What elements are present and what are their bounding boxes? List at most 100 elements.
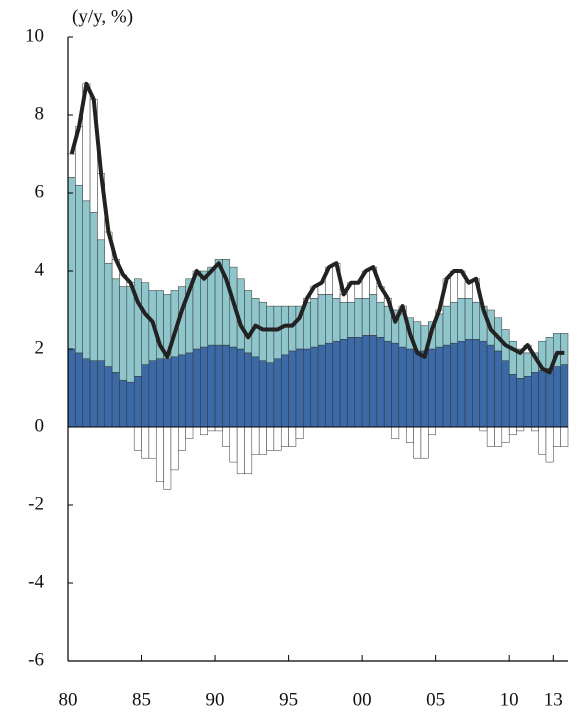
bar-segment	[244, 426, 253, 475]
bar-segment	[420, 350, 429, 428]
bar-segment	[545, 368, 554, 428]
bar-segment	[376, 301, 385, 338]
bar-segment	[516, 426, 525, 432]
bar-segment	[472, 339, 481, 428]
line-series	[69, 81, 565, 375]
x-tick-label: 13	[544, 689, 563, 710]
bar-segment	[501, 360, 510, 428]
bar-segment	[89, 212, 98, 361]
bar-segment	[266, 426, 275, 451]
bar-segment	[457, 340, 466, 428]
bar-segment	[244, 290, 253, 354]
bar-segment	[486, 344, 495, 428]
bar-segment	[405, 348, 414, 428]
bar-segment	[479, 340, 488, 428]
bar-segment	[560, 333, 569, 365]
bar-segment	[508, 374, 517, 428]
bar-segment	[354, 298, 363, 338]
bar-segment	[553, 426, 561, 447]
bar-segment	[508, 426, 517, 436]
bar-segment	[280, 354, 289, 428]
bar-segment	[207, 426, 216, 432]
bar-segment	[141, 426, 150, 459]
bar-segment	[398, 346, 407, 428]
bar-segment	[192, 348, 201, 428]
bar-segment	[332, 298, 341, 342]
bar-segment	[266, 362, 275, 428]
bar-segment	[354, 337, 363, 428]
bar-segment	[222, 344, 231, 428]
bar-segment	[148, 360, 157, 428]
bar-segment	[229, 426, 238, 463]
bar-segment	[266, 305, 275, 363]
bar-segment	[347, 337, 356, 428]
bar-segment	[244, 352, 253, 428]
bar-segment	[163, 358, 172, 428]
bar-segment	[97, 239, 106, 361]
bar-segment	[450, 301, 458, 344]
bar-segment	[369, 335, 378, 428]
bar-segment	[405, 426, 414, 443]
bar-segment	[67, 348, 76, 428]
bar-segment	[170, 356, 179, 428]
bar-segment	[273, 305, 282, 360]
bar-segment	[523, 376, 532, 428]
bar-segment	[89, 360, 98, 428]
bar-segment	[560, 364, 569, 428]
bar-segment	[383, 340, 392, 428]
y-tick-label: 10	[25, 25, 44, 46]
bar-segment	[280, 426, 289, 447]
x-tick-label: 00	[353, 689, 372, 710]
y-tick-label: -4	[28, 571, 44, 592]
bar-segment	[494, 350, 503, 428]
bar-segment	[464, 339, 473, 428]
bar-segment	[178, 426, 186, 451]
bar-segment	[339, 301, 348, 340]
bar-segment	[126, 381, 135, 428]
bar-segment	[457, 298, 466, 342]
bar-segment	[75, 352, 83, 428]
bar-segment	[67, 177, 76, 350]
bar-segment	[472, 301, 481, 340]
bar-segment	[516, 378, 525, 428]
bar-segment	[486, 426, 495, 447]
bar-segment	[369, 294, 378, 336]
bar-segment	[273, 426, 282, 451]
y-tick-label: 2	[35, 337, 45, 358]
bar-segment	[148, 426, 157, 459]
bar-segment	[82, 200, 91, 359]
bar-segment	[170, 426, 179, 471]
bar-segment	[119, 286, 128, 381]
bar-segment	[391, 342, 400, 428]
bar-segment	[501, 426, 510, 443]
bar-segment	[523, 352, 532, 377]
bar-segment	[325, 342, 333, 428]
bar-segment	[111, 278, 120, 373]
bar-segment	[178, 354, 186, 428]
bar-segment	[317, 344, 326, 428]
y-tick-label: -2	[28, 493, 44, 514]
bar-segment	[545, 426, 554, 463]
bar-segment	[163, 426, 172, 490]
bar-segment	[295, 426, 304, 439]
bar-segment	[133, 426, 142, 451]
bar-segment	[214, 426, 223, 432]
bar-segment	[104, 262, 113, 367]
bar-segment	[450, 342, 458, 428]
bar-segment	[251, 426, 260, 455]
bar-segment	[413, 426, 422, 459]
bar-segment	[361, 335, 370, 428]
bar-segment	[325, 294, 333, 344]
bar-segment	[185, 426, 194, 439]
bar-segment	[258, 360, 267, 428]
bar-segment	[229, 346, 238, 428]
bar-segment	[317, 294, 326, 346]
bar-segment	[236, 348, 245, 428]
bar-segment	[310, 346, 319, 428]
bar-segment	[82, 358, 91, 428]
bar-segment	[155, 358, 164, 428]
bar-segment	[295, 348, 304, 428]
x-tick-label: 95	[279, 689, 298, 710]
bar-segment	[560, 426, 569, 447]
